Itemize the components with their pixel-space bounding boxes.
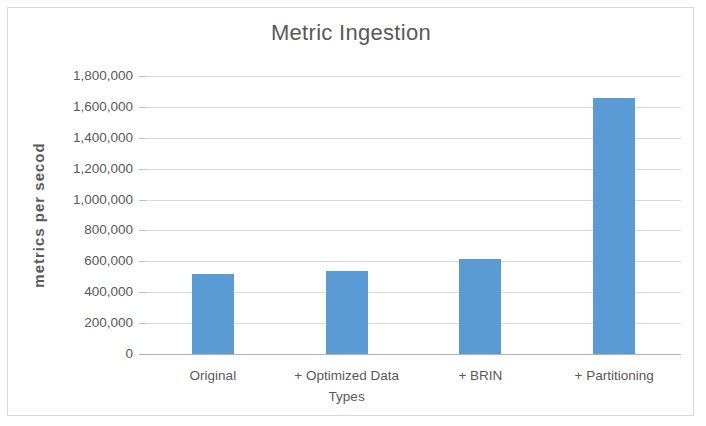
y-axis-tick [139,76,146,77]
chart-title: Metric Ingestion [7,20,695,46]
plot-area [146,76,681,354]
chart-container: Metric Ingestion metrics per secod 0200,… [0,0,706,426]
y-axis-tick [139,261,146,262]
y-tick-label: 1,600,000 [0,98,133,116]
y-axis-tick [139,169,146,170]
x-tick-label: Original [146,365,280,386]
gridline [146,76,681,77]
y-axis-tick [139,200,146,201]
x-tick-label: + Optimized Data Types [280,365,414,407]
y-tick-label: 600,000 [0,252,133,270]
x-tick-label: + Partitioning [547,365,681,386]
y-axis-tick [139,323,146,324]
y-tick-label: 800,000 [0,221,133,239]
y-tick-label: 1,400,000 [0,129,133,147]
y-tick-label: 0 [0,345,133,363]
bar [192,274,234,354]
x-axis-line [139,354,681,355]
y-tick-label: 200,000 [0,314,133,332]
x-tick-label: + BRIN [414,365,548,386]
y-axis-tick [139,107,146,108]
y-tick-label: 1,800,000 [0,67,133,85]
y-tick-label: 400,000 [0,283,133,301]
bar [459,259,501,354]
y-tick-label: 1,200,000 [0,160,133,178]
y-axis-tick [139,138,146,139]
y-tick-label: 1,000,000 [0,191,133,209]
bar [326,271,368,354]
bar [593,98,635,354]
y-axis-tick [139,230,146,231]
y-axis-tick [139,292,146,293]
